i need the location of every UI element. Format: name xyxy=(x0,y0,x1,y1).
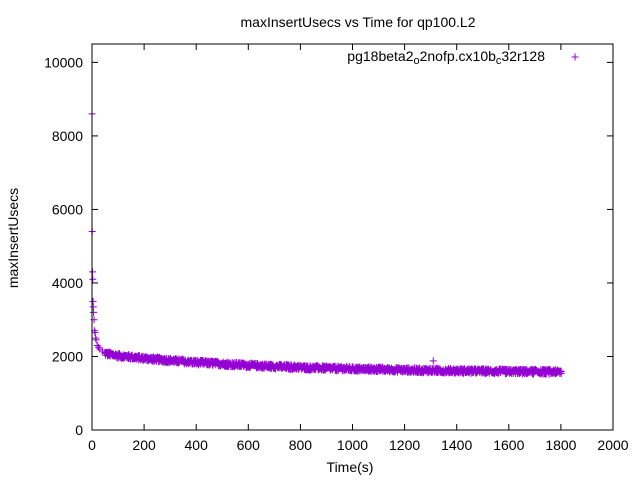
data-point xyxy=(89,275,97,283)
x-tick-label: 0 xyxy=(88,437,96,453)
data-point xyxy=(557,370,565,378)
legend-label-part: pg18beta2 xyxy=(347,48,413,64)
legend-label: pg18beta2o2nofp.cx10bc32r128 xyxy=(347,48,545,67)
plot-area xyxy=(88,110,565,378)
legend-label-subscript: o xyxy=(413,55,419,67)
chart-title: maxInsertUsecs vs Time for qp100.L2 xyxy=(241,14,476,30)
x-tick-label: 2000 xyxy=(597,437,628,453)
legend-label-part: 2nofp.cx10b xyxy=(420,48,496,64)
legend: pg18beta2o2nofp.cx10bc32r128 xyxy=(347,48,579,67)
y-tick-label: 4000 xyxy=(52,275,83,291)
data-point xyxy=(429,357,437,365)
data-point xyxy=(101,349,109,357)
data-point xyxy=(90,308,98,316)
x-axis: 0 200 400 600 800 1000 1200 1400 1600 1800 2000 xyxy=(88,44,629,453)
x-tick-label: 1800 xyxy=(545,437,576,453)
y-tick-label: 2000 xyxy=(52,348,83,364)
x-tick-label: 400 xyxy=(185,437,209,453)
legend-plus-icon xyxy=(571,53,579,61)
x-tick-label: 800 xyxy=(289,437,313,453)
y-tick-label: 6000 xyxy=(52,201,83,217)
x-tick-label: 1000 xyxy=(337,437,368,453)
x-tick-label: 200 xyxy=(132,437,156,453)
legend-label-part: 32r128 xyxy=(501,48,545,64)
x-tick-label: 1400 xyxy=(441,437,472,453)
y-axis: 0 2000 4000 6000 8000 10000 xyxy=(44,54,613,438)
x-tick-label: 1200 xyxy=(389,437,420,453)
legend-marker xyxy=(571,53,579,61)
data-point xyxy=(91,329,99,337)
x-tick-label: 1600 xyxy=(493,437,524,453)
y-tick-label: 10000 xyxy=(44,54,83,70)
legend-label-subscript: c xyxy=(496,55,502,67)
data-point xyxy=(92,336,100,344)
data-point xyxy=(92,334,100,342)
y-tick-label: 0 xyxy=(75,422,83,438)
data-point xyxy=(95,343,103,351)
x-tick-label: 600 xyxy=(237,437,261,453)
data-point xyxy=(89,268,97,276)
y-tick-label: 8000 xyxy=(52,128,83,144)
x-axis-label: Time(s) xyxy=(327,459,374,475)
y-axis-label: maxInsertUsecs xyxy=(5,188,21,288)
